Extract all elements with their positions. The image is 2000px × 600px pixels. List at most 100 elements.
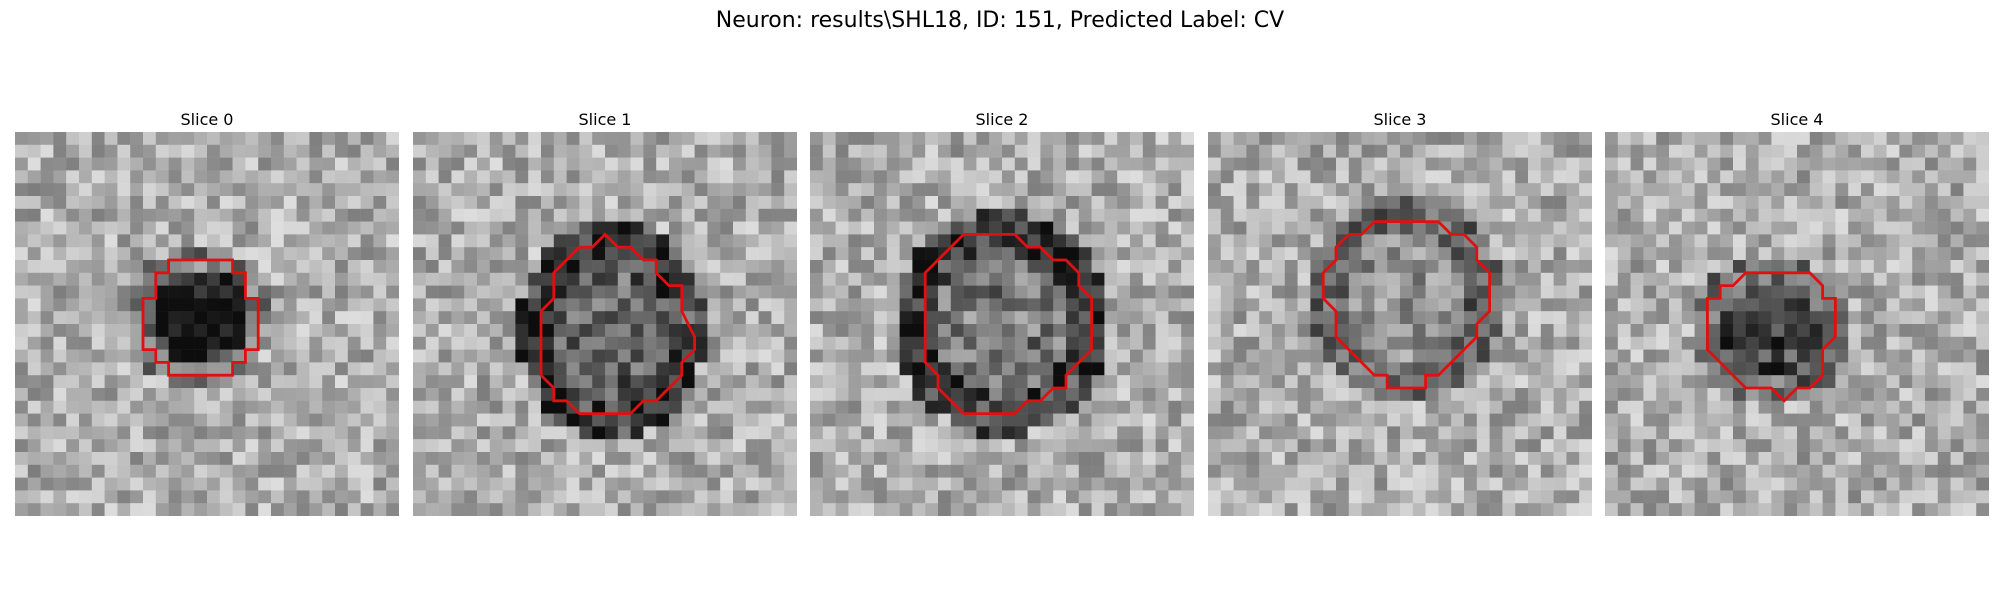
image-pixel <box>207 196 221 210</box>
image-pixel <box>835 413 849 427</box>
image-pixel <box>1720 324 1734 338</box>
image-pixel <box>425 260 439 274</box>
image-pixel <box>464 464 478 478</box>
image-pixel <box>1181 285 1194 299</box>
image-pixel <box>1515 157 1529 171</box>
image-pixel <box>194 170 208 184</box>
image-pixel <box>1464 349 1478 363</box>
image-pixel <box>1155 247 1169 261</box>
image-pixel <box>1515 324 1529 338</box>
image-pixel <box>271 157 285 171</box>
image-pixel <box>617 439 631 453</box>
image-pixel <box>1412 503 1426 516</box>
image-pixel <box>1950 477 1964 491</box>
image-pixel <box>950 362 964 376</box>
image-pixel <box>1617 298 1631 312</box>
image-pixel <box>1155 400 1169 414</box>
image-pixel <box>1694 311 1708 325</box>
image-pixel <box>1464 324 1478 338</box>
image-pixel <box>91 157 105 171</box>
image-pixel <box>899 336 913 350</box>
image-pixel <box>1745 221 1759 235</box>
image-pixel <box>861 503 875 516</box>
image-pixel <box>950 426 964 440</box>
image-pixel <box>1438 208 1452 222</box>
image-pixel <box>40 234 54 248</box>
image-pixel <box>925 426 939 440</box>
image-pixel <box>848 452 862 466</box>
image-pixel <box>1617 234 1631 248</box>
image-pixel <box>1310 464 1324 478</box>
image-pixel <box>1117 336 1131 350</box>
image-pixel <box>335 439 349 453</box>
image-pixel <box>168 477 182 491</box>
image-pixel <box>541 272 555 286</box>
image-pixel <box>566 144 580 158</box>
image-pixel <box>245 426 259 440</box>
image-pixel <box>1027 452 1041 466</box>
image-pixel <box>347 362 361 376</box>
image-pixel <box>1425 439 1439 453</box>
image-pixel <box>1310 362 1324 376</box>
image-pixel <box>758 503 772 516</box>
image-pixel <box>1925 375 1939 389</box>
image-pixel <box>694 157 708 171</box>
image-pixel <box>1451 464 1465 478</box>
image-pixel <box>1771 208 1785 222</box>
image-pixel <box>117 196 131 210</box>
image-pixel <box>296 298 310 312</box>
image-pixel <box>1681 336 1695 350</box>
image-pixel <box>720 285 734 299</box>
image-pixel <box>963 375 977 389</box>
image-pixel <box>1643 221 1657 235</box>
image-pixel <box>1014 221 1028 235</box>
image-pixel <box>1925 234 1939 248</box>
image-pixel <box>1809 452 1823 466</box>
image-pixel <box>592 375 606 389</box>
image-pixel <box>1745 452 1759 466</box>
image-pixel <box>1694 503 1708 516</box>
image-pixel <box>1002 170 1016 184</box>
image-pixel <box>963 388 977 402</box>
image-pixel <box>1822 208 1836 222</box>
image-pixel <box>1387 208 1401 222</box>
image-pixel <box>1246 426 1260 440</box>
image-pixel <box>938 400 952 414</box>
image-pixel <box>40 183 54 197</box>
image-pixel <box>271 375 285 389</box>
image-pixel <box>835 388 849 402</box>
image-pixel <box>1027 247 1041 261</box>
image-pixel <box>1464 362 1478 376</box>
image-pixel <box>219 426 233 440</box>
image-pixel <box>707 362 721 376</box>
image-pixel <box>322 477 336 491</box>
image-pixel <box>1130 183 1144 197</box>
image-pixel <box>1553 477 1567 491</box>
image-pixel <box>1963 144 1977 158</box>
image-pixel <box>1950 426 1964 440</box>
image-pixel <box>1694 221 1708 235</box>
image-pixel <box>848 285 862 299</box>
image-pixel <box>733 362 747 376</box>
image-pixel <box>1104 144 1118 158</box>
image-pixel <box>1438 132 1452 146</box>
image-pixel <box>1348 400 1362 414</box>
image-pixel <box>1873 362 1887 376</box>
image-pixel <box>1053 221 1067 235</box>
image-pixel <box>784 452 797 466</box>
image-pixel <box>1976 336 1989 350</box>
image-pixel <box>477 196 491 210</box>
image-pixel <box>669 247 683 261</box>
image-pixel <box>1259 477 1273 491</box>
image-pixel <box>283 464 297 478</box>
image-pixel <box>207 400 221 414</box>
image-pixel <box>861 439 875 453</box>
image-pixel <box>1361 247 1375 261</box>
image-pixel <box>1208 272 1222 286</box>
image-pixel <box>1438 375 1452 389</box>
image-pixel <box>1899 426 1913 440</box>
image-pixel <box>1643 285 1657 299</box>
image-pixel <box>515 362 529 376</box>
image-pixel <box>1284 234 1298 248</box>
image-pixel <box>1208 426 1222 440</box>
